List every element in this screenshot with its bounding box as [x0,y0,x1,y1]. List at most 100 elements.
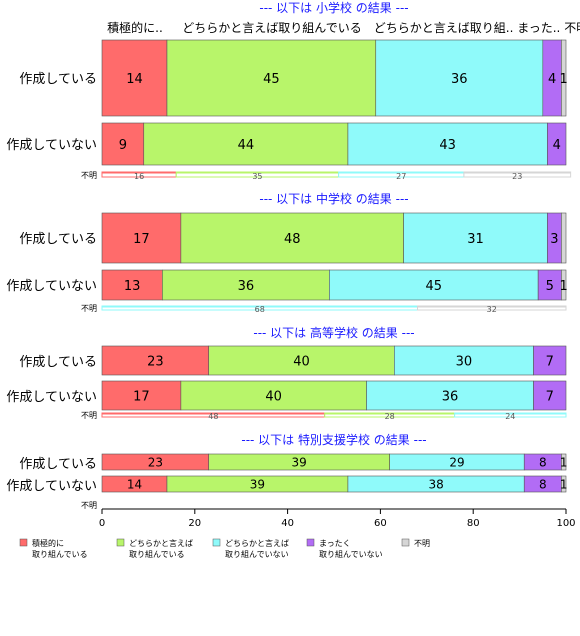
bar-segment [101,122,145,166]
legend-label: 不明 [414,539,430,548]
data-label: 17 [133,389,150,404]
data-label: 5 [546,279,554,294]
bar-segment [375,39,544,117]
legend-swatch [306,538,315,547]
panel-2: --- 以下は 高等学校 の結果 --- 作成している 23 40 30 7 作成していない… [6,325,567,421]
header-label: どちらかと言えば取り組.. まった.. 不明 [374,21,580,35]
header-label: 積極的に.. [107,20,163,35]
bar-segment [533,380,567,411]
data-label: 44 [238,138,255,153]
bar-segment [561,475,567,493]
category-label: 作成している [19,232,97,247]
legend-label: 取り組んでいない [225,549,289,559]
legend-swatch [116,538,125,547]
data-label: 36 [238,279,255,294]
bar-segment [394,345,534,376]
x-tick-label: 100 [556,518,575,529]
data-label: 29 [449,456,464,470]
data-label: 27 [396,172,406,181]
data-label: 16 [134,172,144,181]
x-tick-label: 0 [99,518,105,529]
category-label: 作成していない [6,390,97,405]
data-label: 35 [252,172,262,181]
category-label: 作成している [19,457,97,472]
bar-segment [143,122,349,166]
data-label: 4 [548,72,556,87]
legend-swatch [212,538,221,547]
bar-segment-tint [324,413,455,415]
legend-label: 取り組んでいる [32,549,88,559]
bar-segment-tint [463,172,571,174]
data-label: 14 [126,72,143,87]
x-tick-label: 60 [374,518,387,529]
category-label: 作成していない [6,479,97,494]
x-tick-label: 20 [188,518,201,529]
legend: 積極的に取り組んでいるどちらかと言えば取り組んでいるどちらかと言えば取り組んでい… [19,538,430,559]
data-label: 36 [451,72,468,87]
panel-title: --- 以下は 高等学校 の結果 --- [253,325,414,340]
data-label: 39 [292,456,307,470]
data-label: 1 [560,478,568,492]
data-label: 1 [560,279,568,294]
data-label: 40 [265,389,282,404]
data-label: 8 [539,456,547,470]
data-label: 4 [553,138,561,153]
data-label: 40 [293,354,310,369]
data-label: 48 [208,412,218,421]
bar-segment-tint [102,306,418,308]
bar-segment [366,380,534,411]
category-label: 作成していない [6,279,97,294]
bar-segment [166,39,377,117]
data-label: 36 [442,389,459,404]
bar-segment [561,453,567,471]
data-label: 1 [560,72,568,87]
data-label: 23 [512,172,522,181]
bar-segment-tint [338,172,464,174]
data-label: 48 [284,232,301,247]
data-label: 9 [119,138,127,153]
data-label: 32 [487,305,497,314]
panel-1: --- 以下は 中学校 の結果 --- 作成している 17 48 3 1 3 作成していない 1… [6,191,567,314]
legend-label: 取り組んでいない [319,549,383,559]
bar-segment [547,122,567,166]
data-label: 68 [255,305,265,314]
data-label: 39 [250,478,265,492]
data-label: 14 [127,478,142,492]
bar-segment [561,269,567,301]
data-label: 23 [148,456,163,470]
category-label: 不明 [81,501,97,510]
data-label: 17 [133,232,150,247]
panel-3: --- 以下は 特別支援学校 の結果 --- 作成している 23 39 29 8 1 作成して… [6,432,567,510]
panel-title: --- 以下は 特別支援学校 の結果 --- [241,432,426,447]
x-tick-label: 40 [281,518,294,529]
data-label: 8 [539,478,547,492]
data-label: 30 [456,354,473,369]
category-label: 作成していない [6,138,97,153]
bar-segment [101,345,210,376]
data-label: 7 [546,389,554,404]
data-label: 13 [124,279,141,294]
bar-segment [180,212,404,264]
data-label: 24 [505,412,515,421]
bar-segment [101,39,168,117]
data-label: 43 [439,138,456,153]
bar-segment [329,269,539,301]
bar-segment [347,122,548,166]
bar-segment [533,345,567,376]
bar-segment-tint [102,172,177,174]
data-label: 45 [425,279,442,294]
bar-segment-tint [176,172,339,174]
legend-item: 不明 [401,538,430,548]
panel-title: --- 以下は 中学校 の結果 --- [259,191,408,206]
bar-segment-tint [417,306,566,308]
bar-segment [208,345,395,376]
legend-swatch [401,538,410,547]
data-label: 7 [546,354,554,369]
header-label: どちらかと言えば取り組んでいる [182,21,361,35]
bar-segment [101,269,163,301]
data-label: 3 [550,232,558,247]
